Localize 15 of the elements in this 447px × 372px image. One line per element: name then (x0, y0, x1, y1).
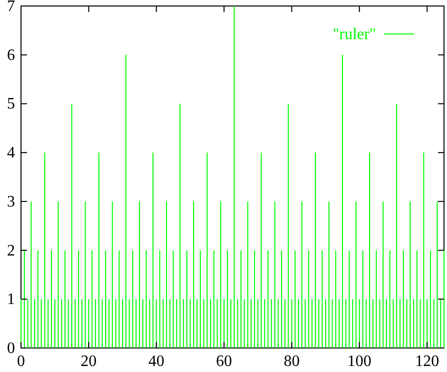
y-tick-label: 4 (7, 144, 15, 162)
y-tick-label: 1 (7, 291, 15, 308)
x-tick-label: 60 (216, 353, 232, 370)
y-tick-label: 6 (7, 46, 15, 64)
legend-label: "ruler" (332, 26, 376, 43)
x-tick-label: 40 (148, 353, 164, 370)
x-tick-label: 20 (80, 353, 97, 370)
x-tick-label: 120 (415, 353, 440, 370)
y-tick-label: 5 (7, 96, 15, 113)
y-tick-label: 3 (7, 193, 15, 210)
y-tick-label: 7 (7, 0, 15, 15)
y-tick-label: 0 (7, 340, 15, 357)
x-tick-label: 80 (284, 353, 300, 370)
y-tick-label: 2 (7, 242, 15, 260)
x-tick-label: 100 (347, 353, 372, 370)
